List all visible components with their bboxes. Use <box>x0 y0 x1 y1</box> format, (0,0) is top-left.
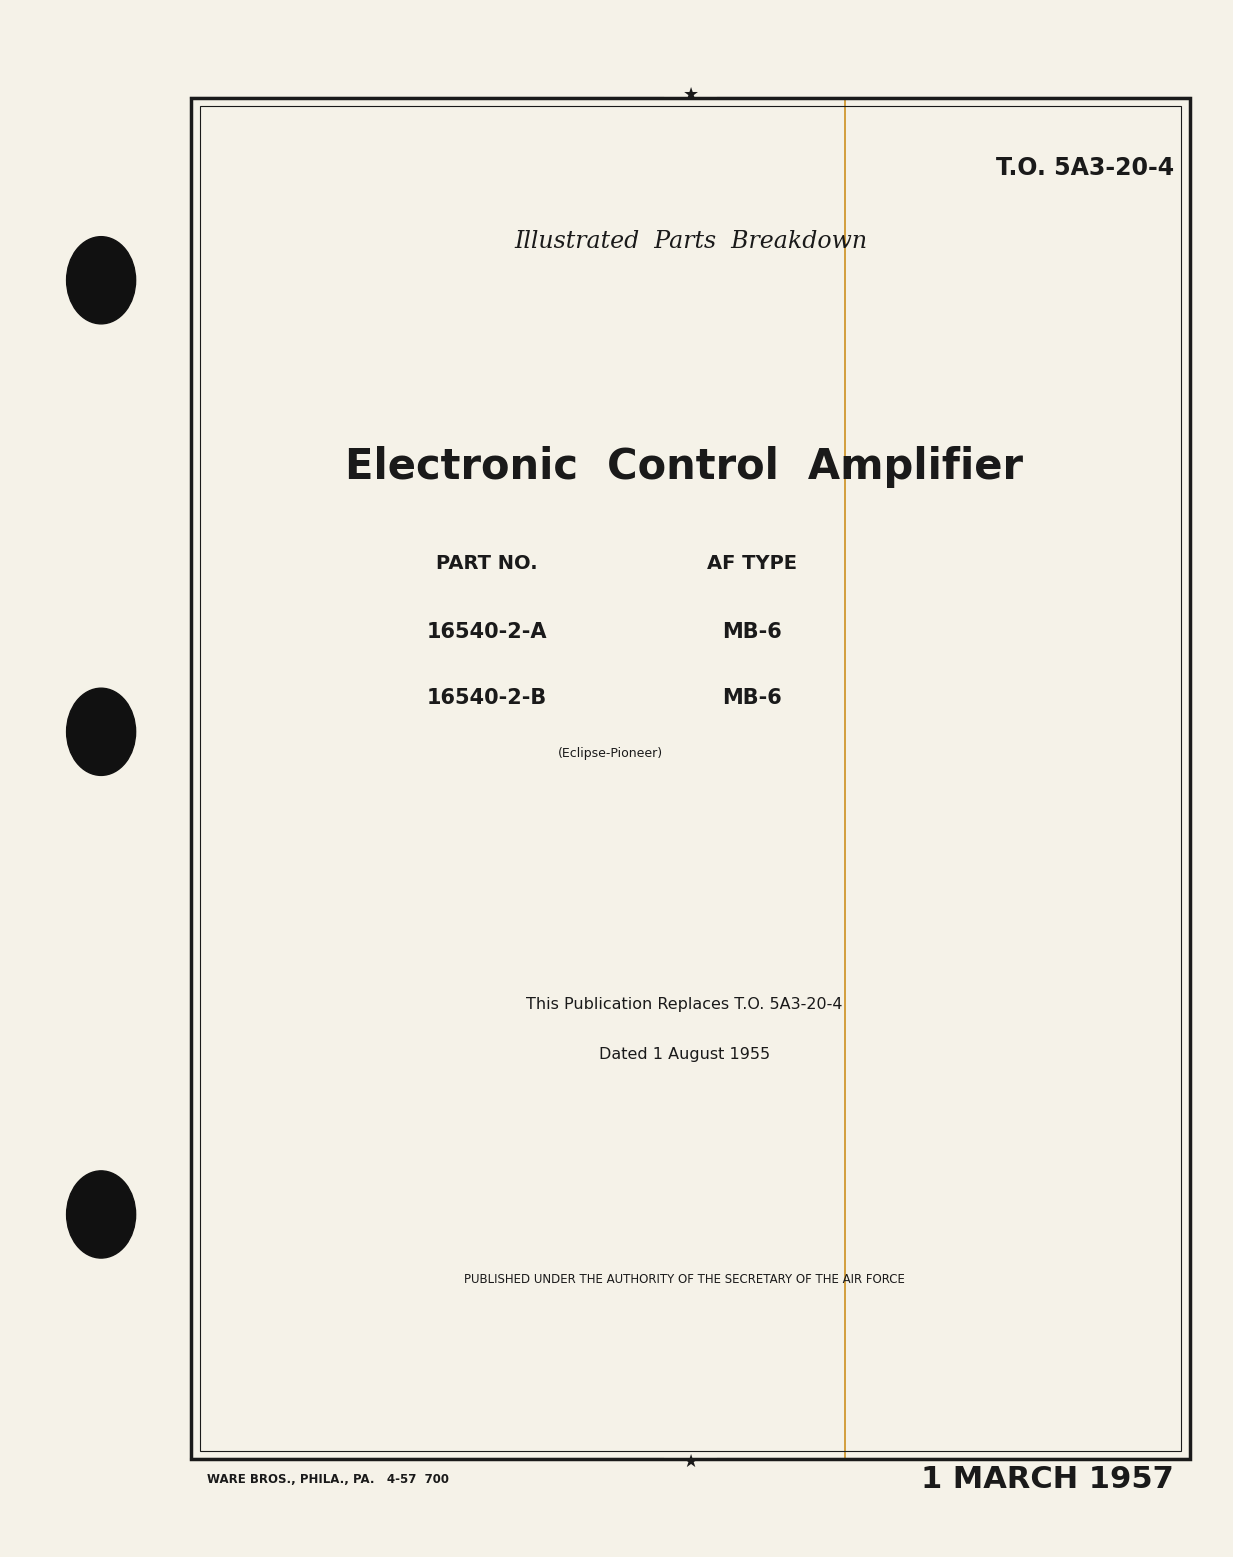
Bar <box>200 106 1181 1451</box>
Text: 1 MARCH 1957: 1 MARCH 1957 <box>921 1465 1174 1493</box>
Text: MB-6: MB-6 <box>723 688 782 707</box>
Text: ★: ★ <box>682 1453 699 1471</box>
Text: PART NO.: PART NO. <box>436 554 538 573</box>
Text: AF TYPE: AF TYPE <box>708 554 797 573</box>
Text: MB-6: MB-6 <box>723 623 782 641</box>
Circle shape <box>67 688 136 775</box>
Text: (Eclipse-Pioneer): (Eclipse-Pioneer) <box>557 747 663 760</box>
Text: T.O. 5A3-20-4: T.O. 5A3-20-4 <box>996 156 1174 179</box>
Text: 16540-2-A: 16540-2-A <box>427 623 547 641</box>
Text: PUBLISHED UNDER THE AUTHORITY OF THE SECRETARY OF THE AIR FORCE: PUBLISHED UNDER THE AUTHORITY OF THE SEC… <box>464 1274 905 1286</box>
Text: 16540-2-B: 16540-2-B <box>427 688 547 707</box>
Text: This Publication Replaces T.O. 5A3-20-4: This Publication Replaces T.O. 5A3-20-4 <box>526 996 842 1012</box>
Text: ★: ★ <box>682 86 699 104</box>
Text: WARE BROS., PHILA., PA.   4-57  700: WARE BROS., PHILA., PA. 4-57 700 <box>207 1473 449 1485</box>
Bar <box>191 98 1190 1459</box>
Circle shape <box>67 237 136 324</box>
Text: Dated 1 August 1955: Dated 1 August 1955 <box>599 1046 769 1062</box>
Circle shape <box>67 1171 136 1258</box>
Text: Electronic  Control  Amplifier: Electronic Control Amplifier <box>345 447 1023 487</box>
Text: Illustrated  Parts  Breakdown: Illustrated Parts Breakdown <box>514 230 867 252</box>
